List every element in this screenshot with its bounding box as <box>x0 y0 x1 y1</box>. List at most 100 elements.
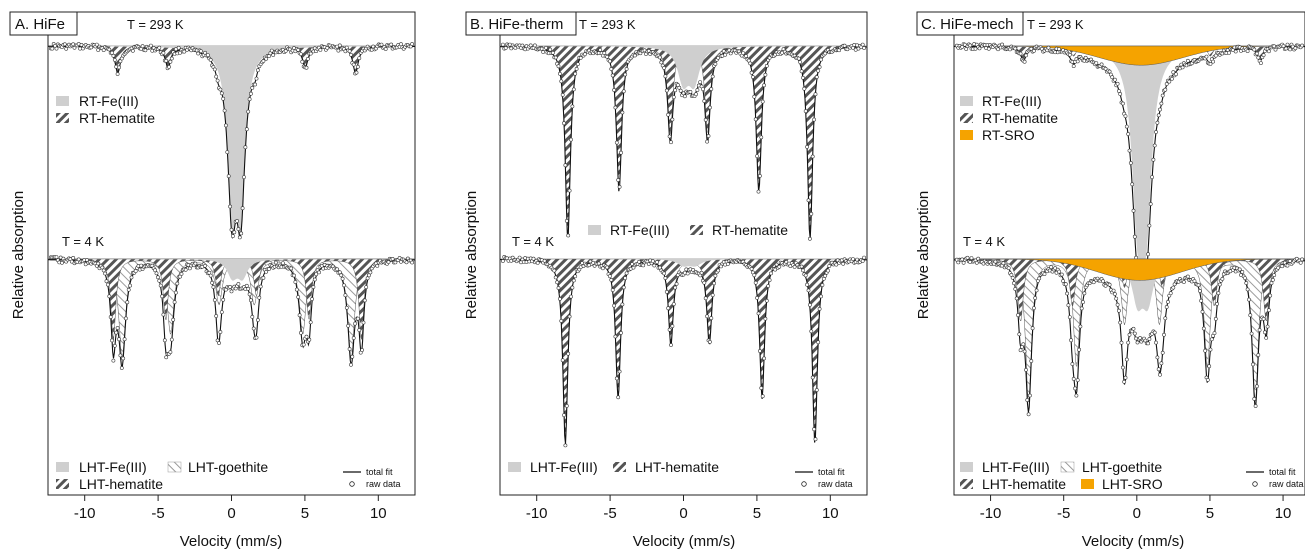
raw-data-point <box>1200 309 1205 314</box>
raw-data-point <box>834 262 839 267</box>
raw-data-point <box>608 59 612 64</box>
raw-data-point <box>350 354 355 359</box>
raw-data-point <box>571 87 576 92</box>
legend-swatch-hematite <box>690 225 703 235</box>
raw-data-point <box>232 230 237 235</box>
raw-data-point <box>1075 378 1080 383</box>
raw-data-point <box>621 89 626 94</box>
raw-data-point <box>1083 55 1088 60</box>
lower-temp-label: T = 4 K <box>62 234 104 249</box>
raw-data-point <box>305 57 310 61</box>
raw-data-point <box>1208 62 1213 66</box>
raw-data-point <box>763 72 768 77</box>
raw-data-point <box>264 56 269 61</box>
raw-data-point <box>1205 377 1210 382</box>
raw-data-point <box>500 42 505 47</box>
raw-data-point <box>710 293 715 298</box>
raw-data-point <box>247 97 252 102</box>
raw-data-point <box>115 72 120 76</box>
raw-data-point <box>694 92 698 97</box>
raw-data-point <box>670 117 675 122</box>
raw-data-point <box>1065 291 1070 296</box>
raw-data-point <box>236 282 241 286</box>
raw-data-point <box>1126 132 1131 136</box>
raw-data-point <box>748 61 753 66</box>
raw-data-point <box>703 118 708 122</box>
raw-data-point <box>1285 42 1290 47</box>
raw-data-point <box>214 74 219 79</box>
raw-data-point <box>362 298 367 303</box>
legend-swatch-hematite <box>56 479 69 489</box>
raw-data-point <box>1147 223 1152 228</box>
raw-data-point <box>641 263 646 268</box>
spectra <box>953 42 1305 417</box>
raw-data-point <box>237 235 242 240</box>
raw-data-point <box>671 302 676 307</box>
raw-data-point <box>1213 53 1218 58</box>
raw-data-point <box>671 95 676 100</box>
raw-data-point <box>253 82 258 87</box>
raw-data-point <box>666 112 671 117</box>
legend-label: LHT-hematite <box>635 459 719 475</box>
legend-label: LHT-goethite <box>188 459 268 475</box>
raw-data-point <box>1115 81 1120 86</box>
raw-data-point <box>541 50 546 54</box>
raw-data-point <box>1118 320 1123 325</box>
raw-data-point <box>567 314 572 319</box>
raw-data-point <box>154 271 159 276</box>
raw-data-point <box>1170 76 1174 81</box>
raw-data-point <box>1067 52 1072 57</box>
raw-data-point <box>1059 272 1064 277</box>
panel-label: A. HiFe <box>15 16 65 33</box>
raw-data-point <box>1203 348 1208 353</box>
raw-data-point <box>158 283 163 288</box>
raw-data-point <box>616 395 621 400</box>
legend-swatch-goethite <box>1060 461 1075 473</box>
raw-data-point <box>808 302 812 307</box>
raw-data-point <box>383 47 388 51</box>
raw-data-point <box>517 255 522 260</box>
raw-data-point <box>1233 49 1238 54</box>
raw-data-point <box>1146 252 1151 257</box>
raw-data-point <box>203 263 208 268</box>
raw-data-point <box>307 337 312 342</box>
raw-data-point <box>726 262 730 266</box>
raw-data-point <box>1204 54 1209 59</box>
raw-data-point <box>304 65 309 70</box>
raw-data-point <box>986 46 991 51</box>
raw-data-point <box>161 51 166 55</box>
raw-data-point <box>1063 282 1068 287</box>
legend-swatch-sro <box>1081 479 1094 489</box>
raw-data-point <box>1114 296 1119 301</box>
x-tick-label: 0 <box>227 505 235 522</box>
raw-data-point <box>564 218 569 223</box>
raw-data-point <box>705 314 710 319</box>
upper-legend: RT-Fe(III) RT-hematite <box>56 93 155 126</box>
raw-data-point <box>111 358 116 363</box>
raw-data-point <box>617 184 622 189</box>
raw-data-point <box>69 259 74 264</box>
legend-swatch-fe3 <box>960 96 973 106</box>
raw-data-point <box>1256 55 1261 60</box>
x-tick-label: 10 <box>822 505 839 522</box>
raw-data-point <box>293 280 298 284</box>
raw-data-point <box>1147 337 1152 341</box>
raw-data-point <box>762 356 767 361</box>
raw-data-point <box>1132 331 1137 336</box>
raw-data-point <box>673 88 678 93</box>
raw-data-point <box>371 44 376 49</box>
raw-data-point <box>71 255 76 260</box>
raw-data-point <box>551 50 555 55</box>
raw-data-point <box>977 46 982 51</box>
raw-data-point <box>667 327 672 332</box>
raw-data-point <box>104 279 109 284</box>
raw-data-point <box>1018 51 1023 56</box>
raw-data-point <box>148 43 153 48</box>
x-tick-label: 10 <box>370 505 387 522</box>
raw-data-point <box>298 52 303 57</box>
raw-data-point <box>117 65 121 70</box>
raw-data-point <box>862 46 867 50</box>
legend-label: RT-Fe(III) <box>982 93 1042 109</box>
raw-data-point <box>218 330 223 334</box>
raw-data-point <box>300 59 305 64</box>
